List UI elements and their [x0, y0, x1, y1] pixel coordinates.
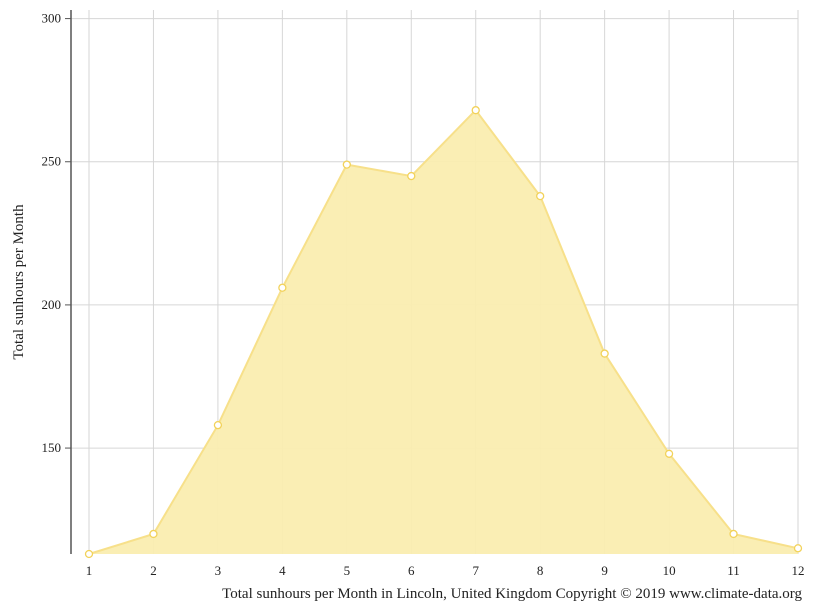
- x-tick-label: 11: [727, 563, 740, 578]
- data-point[interactable]: [278, 283, 287, 292]
- data-point[interactable]: [536, 191, 545, 201]
- data-point[interactable]: [342, 160, 351, 169]
- y-axis-title: Total sunhours per Month: [11, 204, 27, 360]
- data-points: [84, 106, 803, 559]
- x-tick-label: 3: [215, 563, 222, 578]
- data-point[interactable]: [600, 349, 609, 358]
- data-point[interactable]: [471, 106, 480, 115]
- series-area: [89, 110, 798, 554]
- series-line: [88, 108, 799, 555]
- x-tick-label: 2: [150, 563, 157, 578]
- x-tick-label: 10: [663, 563, 676, 578]
- x-tick-label: 8: [537, 563, 544, 578]
- x-tick-label: 7: [472, 563, 479, 578]
- chart-caption: Total sunhours per Month in Lincoln, Uni…: [222, 586, 802, 602]
- area-series: [88, 108, 799, 555]
- x-tick-label: 6: [408, 563, 415, 578]
- y-tick-label: 250: [42, 154, 62, 169]
- x-tick-label: 5: [344, 563, 351, 578]
- x-tick-label: 1: [86, 563, 93, 578]
- x-tick-label: 12: [792, 563, 805, 578]
- x-tick-label: 9: [601, 563, 608, 578]
- data-point[interactable]: [664, 449, 674, 458]
- data-point[interactable]: [793, 544, 803, 553]
- data-point[interactable]: [84, 549, 94, 559]
- y-tick-label: 150: [42, 440, 62, 455]
- y-tick-label: 300: [42, 11, 62, 26]
- y-tick-label: 200: [42, 297, 62, 312]
- data-point[interactable]: [407, 171, 416, 181]
- data-point[interactable]: [213, 421, 223, 430]
- x-tick-label: 4: [279, 563, 286, 578]
- data-point[interactable]: [149, 529, 158, 539]
- axes: [65, 10, 72, 554]
- data-point[interactable]: [729, 529, 738, 539]
